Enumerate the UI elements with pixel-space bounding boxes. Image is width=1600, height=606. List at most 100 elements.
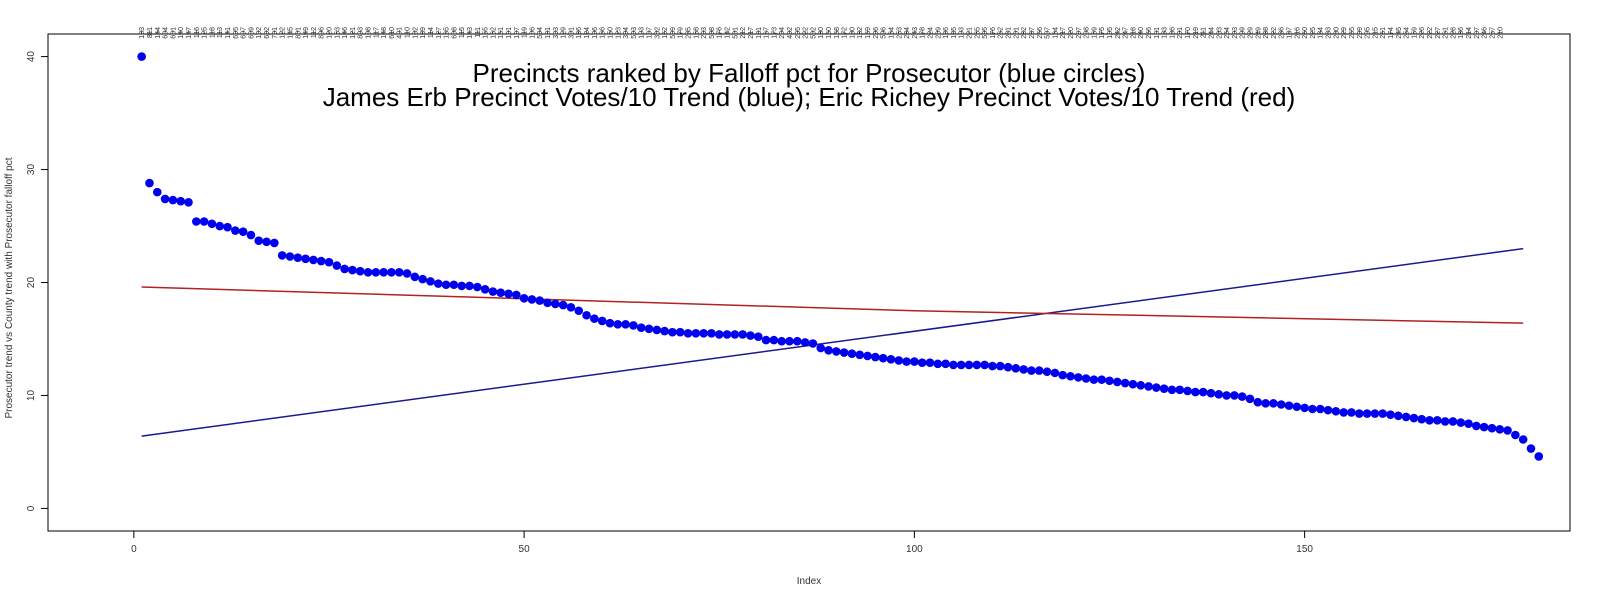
top-tick-label: 503 (631, 27, 638, 39)
top-tick-label: 303 (553, 27, 560, 39)
top-tick-label: 262 (998, 27, 1005, 39)
top-tick-label: 608 (451, 27, 458, 39)
data-point (1433, 416, 1442, 425)
top-tick-label: 136 (1169, 27, 1176, 39)
top-tick-label: 186 (943, 27, 950, 39)
top-tick-label: 141 (225, 27, 232, 39)
data-point (1300, 403, 1309, 413)
top-tick-label: 135 (951, 27, 958, 39)
data-point (402, 269, 412, 278)
top-tick-label: 111 (475, 27, 482, 38)
data-point (980, 360, 989, 370)
top-tick-label: 169 (1091, 27, 1098, 39)
data-point (332, 261, 342, 270)
data-point (902, 357, 911, 366)
top-tick-label: 181 (1154, 27, 1161, 39)
data-point (730, 330, 740, 339)
top-tick-label: 143 (467, 27, 474, 39)
top-tick-label: 125 (202, 27, 209, 39)
data-point (652, 325, 662, 335)
top-tick-label: 210 (1497, 27, 1504, 39)
top-tick-label: 209 (935, 27, 942, 39)
data-point (496, 288, 505, 297)
data-point (1401, 412, 1411, 422)
data-point (449, 280, 459, 290)
data-point (746, 331, 755, 340)
top-tick-label: 238 (1263, 27, 1270, 39)
data-point (316, 256, 326, 266)
data-point (1089, 375, 1099, 384)
data-point (863, 351, 872, 361)
top-tick-label: 117 (373, 27, 380, 38)
top-tick-label: 221 (967, 27, 974, 39)
top-tick-label: 129 (561, 27, 568, 39)
data-point (1097, 375, 1106, 384)
top-tick-label: 227 (1435, 27, 1442, 39)
data-point (995, 361, 1005, 371)
top-tick-label: 505 (982, 27, 989, 39)
data-point (1534, 452, 1544, 461)
data-point (1214, 390, 1224, 399)
data-point (574, 306, 584, 316)
top-tick-label: 164 (888, 27, 895, 39)
data-point (1128, 379, 1138, 389)
top-tick-label: 133 (1162, 27, 1169, 39)
top-tick-label: 144 (155, 27, 162, 39)
data-point (1518, 435, 1528, 444)
data-point (761, 335, 771, 345)
data-point (1050, 368, 1060, 378)
data-point (472, 282, 482, 292)
data-point (1479, 422, 1489, 432)
top-tick-label: 803 (358, 27, 365, 39)
top-tick-label: 209 (1240, 27, 1247, 39)
top-tick-label: 209 (1357, 27, 1364, 39)
data-point (1019, 365, 1028, 374)
trend-lines (141, 247, 1524, 437)
top-tick-label: 106 (592, 27, 599, 39)
data-point (1152, 383, 1161, 392)
top-tick-label: 246 (1482, 27, 1489, 39)
data-point (1284, 401, 1294, 410)
data-point (1120, 378, 1130, 388)
data-point (699, 329, 708, 338)
top-tick-label: 103 (639, 27, 646, 39)
top-tick-label: 604 (163, 27, 170, 39)
top-tick-label: 166 (600, 27, 607, 39)
data-point (254, 236, 264, 246)
data-point (1331, 406, 1341, 416)
data-point (191, 217, 201, 226)
data-point (199, 217, 209, 226)
data-point (629, 321, 638, 330)
data-point (1503, 426, 1512, 435)
data-point (785, 336, 794, 346)
data-point (1066, 371, 1075, 381)
data-point (964, 360, 974, 370)
top-tick-label: 261 (1443, 27, 1450, 39)
data-point (668, 327, 677, 337)
data-point (777, 336, 786, 346)
top-tick-label: 233 (1326, 27, 1333, 39)
top-tick-label: 236 (1279, 27, 1286, 39)
data-point (160, 194, 170, 204)
top-tick-label: 203 (701, 27, 708, 39)
data-point (355, 266, 365, 276)
top-tick-label: 225 (1310, 27, 1317, 39)
data-point (1472, 421, 1481, 431)
top-tick-label: 218 (1130, 27, 1137, 39)
y-tick-label: 20 (26, 277, 37, 289)
top-tick-label: 212 (740, 27, 747, 39)
top-tick-label: 149 (303, 27, 310, 39)
top-tick-label: 203 (1232, 27, 1239, 39)
data-point (441, 280, 451, 290)
data-point (1034, 366, 1044, 375)
data-point (519, 294, 529, 303)
top-tick-label: 173 (771, 27, 778, 39)
data-point (597, 316, 607, 326)
top-tick-label: 222 (1427, 27, 1434, 39)
data-point (871, 352, 880, 362)
top-tick-label: 205 (1365, 27, 1372, 39)
top-tick-label: 159 (865, 27, 872, 39)
top-tick-label: 401 (397, 27, 404, 39)
top-tick-label: 131 (756, 27, 763, 39)
